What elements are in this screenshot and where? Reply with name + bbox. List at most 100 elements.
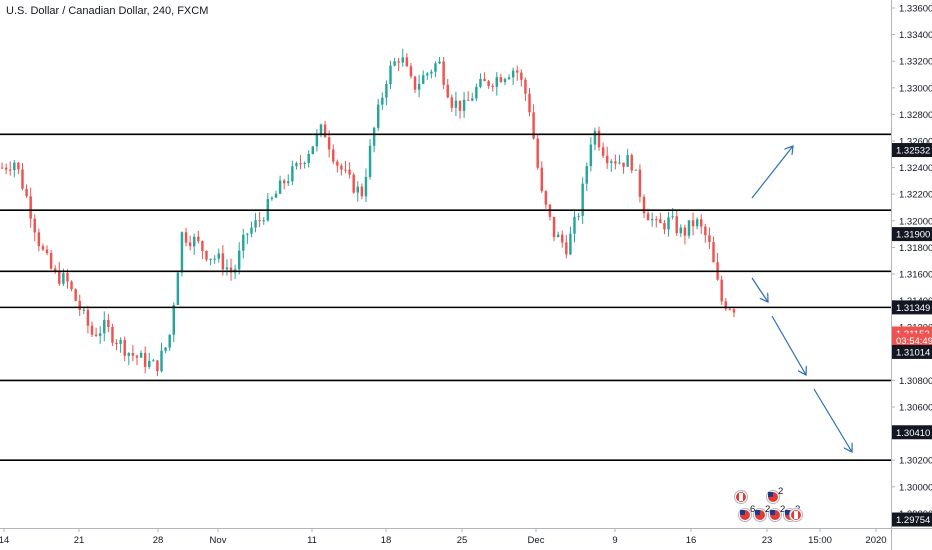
candle-body: [135, 355, 139, 358]
price-label-box: [892, 425, 932, 440]
candle-body: [4, 167, 8, 170]
candle: [176, 271, 180, 305]
candle: [209, 258, 212, 266]
candle-body: [103, 319, 106, 334]
candle: [152, 358, 155, 362]
candle: [307, 150, 310, 168]
candle-body: [565, 242, 568, 255]
candle: [299, 154, 302, 170]
candle-body: [327, 137, 331, 150]
candle: [352, 172, 355, 194]
price-label-box: [892, 333, 932, 348]
candle: [315, 129, 319, 152]
candle: [626, 148, 629, 167]
candle: [401, 48, 404, 67]
candle-body: [352, 174, 355, 193]
candle-body: [426, 73, 429, 76]
candle: [53, 265, 57, 274]
candle-body: [483, 78, 486, 82]
candle-body: [53, 268, 57, 271]
candle-body: [364, 176, 368, 197]
candle: [409, 62, 413, 79]
candle-body: [720, 279, 723, 302]
forecast-arrow: [751, 146, 793, 199]
candle: [381, 92, 384, 110]
candle: [250, 221, 253, 238]
candle-body: [291, 166, 294, 182]
candle: [246, 232, 249, 244]
y-tick-label: 1.31600: [899, 270, 932, 281]
candle-body: [524, 79, 527, 94]
candle-body: [274, 193, 278, 198]
candle: [156, 360, 159, 377]
candle: [336, 159, 339, 173]
candle-body: [552, 216, 556, 238]
candle-body: [454, 100, 458, 108]
candle: [90, 321, 94, 338]
candle-body: [712, 242, 715, 263]
candle: [58, 261, 61, 286]
candle: [33, 214, 36, 242]
candle-body: [417, 83, 421, 90]
candle: [160, 342, 163, 373]
event-badge: [789, 508, 803, 522]
candle-body: [360, 186, 364, 197]
candle-body: [344, 169, 347, 171]
candle: [413, 75, 417, 94]
canada-flag-stripe: [739, 493, 743, 501]
candle: [442, 56, 445, 90]
candle: [675, 210, 678, 236]
candle: [4, 163, 8, 175]
candle: [115, 339, 118, 351]
candle: [556, 231, 560, 238]
candle-body: [569, 233, 572, 255]
y-tick-label: 1.33400: [899, 30, 932, 41]
candle: [348, 162, 351, 179]
candle: [205, 250, 208, 262]
candle-body: [528, 93, 531, 113]
candle-body: [282, 180, 286, 184]
candle-body: [675, 216, 678, 234]
candle: [520, 69, 523, 87]
candle-body: [630, 155, 633, 171]
forecast-arrow: [751, 277, 768, 302]
candle-body: [237, 250, 241, 270]
price-label-text: 1.30410: [896, 428, 930, 439]
candle-body: [0, 167, 4, 169]
x-tick-label: 2020: [865, 535, 886, 546]
candle: [483, 72, 486, 82]
candle: [180, 231, 184, 277]
candle: [536, 134, 539, 170]
event-count: 6: [750, 504, 755, 515]
price-label-text: 1.31349: [896, 303, 930, 314]
candle: [585, 162, 588, 191]
event-count: 2: [765, 504, 770, 515]
candle: [66, 269, 69, 289]
candle-body: [70, 281, 73, 290]
event-badge: [766, 490, 780, 504]
candle-body: [683, 227, 687, 236]
forecast-arrow: [813, 388, 852, 452]
candle: [192, 233, 196, 255]
candle: [560, 230, 564, 248]
candle-body: [618, 162, 621, 164]
candle-body: [507, 77, 511, 80]
candle-body: [385, 84, 388, 98]
price-label-text: 1.32532: [896, 146, 930, 157]
candle: [131, 344, 135, 362]
candle-body: [413, 76, 417, 90]
candle-body: [442, 61, 445, 85]
candle-body: [82, 309, 86, 311]
candle: [340, 163, 343, 176]
y-tick-label: 1.32600: [899, 137, 932, 148]
candle: [217, 248, 220, 263]
candle-body: [708, 235, 711, 243]
candle-body: [205, 251, 208, 260]
candle: [667, 211, 670, 237]
candle: [503, 77, 507, 86]
candle: [123, 336, 126, 362]
candle: [552, 216, 556, 242]
candle-body: [634, 169, 638, 171]
candle: [507, 74, 511, 81]
